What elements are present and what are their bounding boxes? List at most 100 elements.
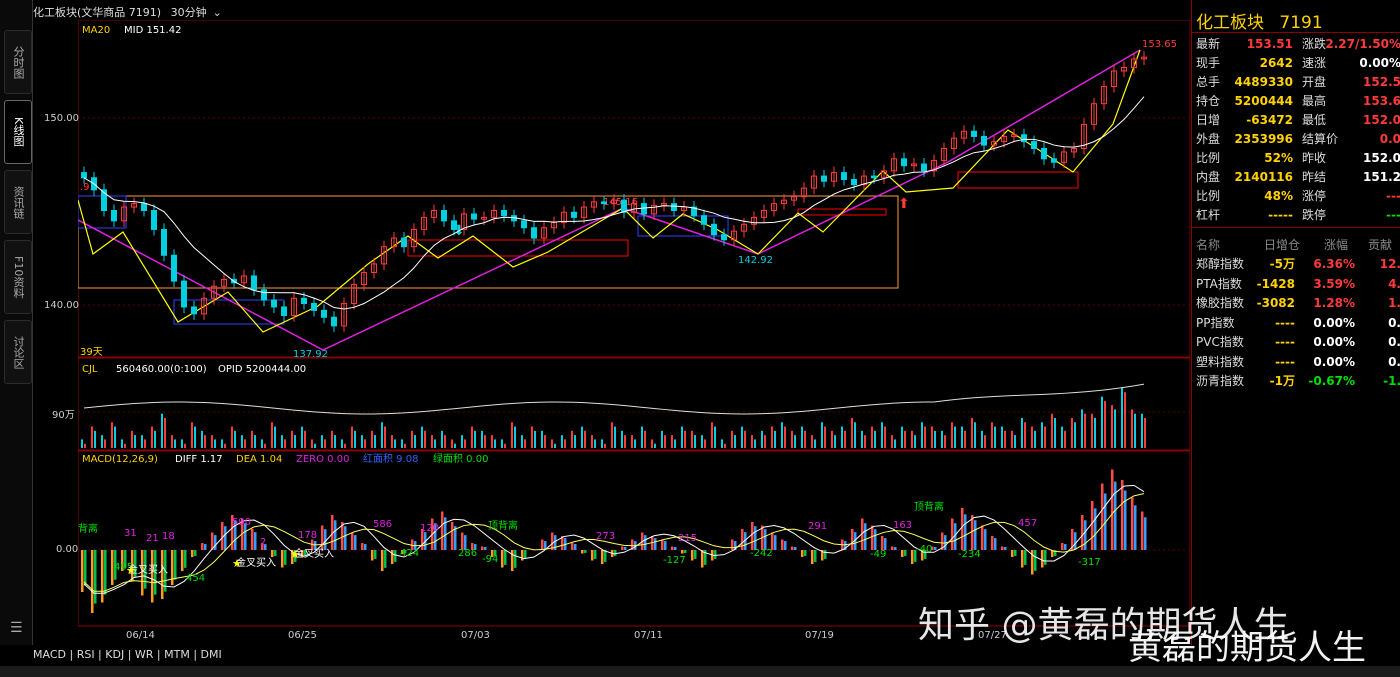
macd-annotation: -242 <box>750 548 773 559</box>
quote-label: 结算价 <box>1302 132 1339 146</box>
macd-bar <box>81 550 84 592</box>
candle <box>901 158 907 167</box>
macd-bar <box>744 532 747 550</box>
tab-dmi[interactable]: DMI <box>200 648 222 661</box>
volume-bar <box>744 430 746 448</box>
tab-macd[interactable]: MACD <box>33 648 66 661</box>
kline-chart[interactable]: MA20 MID 151.42 153.65 .93 145.16 142.92… <box>78 20 1190 630</box>
volume-bar <box>1134 413 1136 448</box>
macd-bar <box>991 536 994 550</box>
volume-bar <box>884 426 886 448</box>
candle <box>741 223 747 232</box>
volume-bar <box>1101 396 1103 448</box>
volume-bar <box>841 426 843 448</box>
volume-bar <box>204 435 206 448</box>
tab-wr[interactable]: WR <box>134 648 154 661</box>
status-bar <box>0 666 1400 677</box>
macd-bar <box>571 543 574 550</box>
tab-timeshare[interactable]: 分时图 <box>4 30 32 94</box>
candle <box>621 199 627 213</box>
price-axis-label: 150.00 <box>44 113 79 124</box>
macd-axis-label: 0.00 <box>56 544 79 555</box>
index-row[interactable]: PP指数 ---- 0.00% 0. <box>1196 314 1400 333</box>
candle <box>251 275 257 291</box>
volume-bar <box>154 430 156 448</box>
candle <box>441 210 447 222</box>
index-row[interactable]: 橡胶指数 -3082 1.28% 1. <box>1196 294 1400 313</box>
chevron-down-icon[interactable]: ⌄ <box>212 6 222 19</box>
quote-label: 现手 <box>1196 56 1221 70</box>
macd-bar <box>1074 532 1077 550</box>
volume-bar <box>321 435 323 448</box>
macd-bar <box>1144 517 1147 550</box>
candle <box>111 210 117 222</box>
volume-bar <box>184 443 186 448</box>
macd-annotation: 454 <box>186 573 205 584</box>
macd-bar <box>994 538 997 550</box>
macd-annotation: 457 <box>1018 518 1037 529</box>
volume-bar <box>131 430 133 448</box>
volume-bar <box>1114 409 1116 448</box>
volume-bar <box>624 435 626 448</box>
volume-bar <box>194 426 196 448</box>
macd-bar <box>1021 550 1024 568</box>
tab-f10[interactable]: F10资料 <box>4 240 32 314</box>
volume-bar <box>1131 409 1133 448</box>
candle <box>171 254 177 282</box>
tab-mtm[interactable]: MTM <box>164 648 190 661</box>
volume-bar <box>384 426 386 448</box>
macd-annotation: -49 <box>870 549 886 560</box>
index-row[interactable]: 塑料指数 ---- 0.00% 0. <box>1196 353 1400 372</box>
macd-bar <box>541 539 544 550</box>
macd-bar <box>184 550 187 568</box>
volume-bar <box>464 439 466 448</box>
volume-bar <box>334 435 336 448</box>
volume-bar <box>754 439 756 448</box>
index-row[interactable]: 沥青指数 -1万 -0.67% -1. <box>1196 372 1400 391</box>
volume-bar <box>824 426 826 448</box>
index-name: PVC指数 <box>1196 335 1244 349</box>
macd-bar <box>901 550 904 557</box>
index-header-name: 名称 <box>1196 238 1221 252</box>
macd-bar <box>734 541 737 550</box>
index-row[interactable]: PTA指数 -1428 3.59% 4. <box>1196 275 1400 294</box>
quote-code: 7191 <box>1279 13 1323 33</box>
macd-bar <box>261 543 264 550</box>
quote-value: 152.5 <box>1363 75 1400 89</box>
menu-icon[interactable]: ☰ <box>10 620 23 636</box>
candle <box>871 175 877 179</box>
period-select[interactable]: 30分钟 <box>170 6 207 19</box>
x-axis-label: 07/03 <box>461 630 490 641</box>
volume-bar <box>381 422 383 448</box>
macd-red-area: 红面积 9.08 <box>363 452 418 465</box>
macd-label[interactable]: MACD(12,26,9) <box>82 454 158 465</box>
ma-label[interactable]: MA20 <box>82 25 110 36</box>
macd-bar <box>1001 546 1004 550</box>
volume-bar <box>984 435 986 448</box>
chart-title[interactable]: 化工板块(文华商品 7191) <box>33 6 162 19</box>
candle <box>471 213 477 220</box>
volume-bar <box>454 443 456 448</box>
macd-annotation: 590 <box>232 517 251 528</box>
tab-discussion[interactable]: 讨论区 <box>4 320 32 384</box>
tab-news[interactable]: 资讯链 <box>4 170 32 234</box>
quote-panel: 化工板块 7191 最新 153.51 涨跌 2.27/1.50% 现手 2642 速涨 0.… <box>1191 0 1400 645</box>
red-box <box>797 208 887 216</box>
quote-label: 开盘 <box>1302 75 1327 89</box>
tab-kdj[interactable]: KDJ <box>105 648 125 661</box>
macd-bar <box>954 523 957 550</box>
days-label: 39天 <box>80 347 103 358</box>
tab-kline[interactable]: K线图 <box>4 100 32 164</box>
volume-bar <box>914 435 916 448</box>
index-row[interactable]: 郑醇指数 -5万 6.36% 12. <box>1196 255 1400 274</box>
candle <box>81 172 87 179</box>
volume-bar <box>111 422 113 448</box>
volume-label[interactable]: CJL <box>82 364 98 375</box>
candle <box>781 199 787 205</box>
index-row[interactable]: PVC指数 ---- 0.00% 0. <box>1196 333 1400 352</box>
quote-value: 0.0 <box>1379 132 1400 146</box>
index-chg: 6.36% <box>1313 257 1355 271</box>
quote-name: 化工板块 <box>1196 13 1264 33</box>
macd-bar <box>864 523 867 550</box>
tab-rsi[interactable]: RSI <box>76 648 95 661</box>
